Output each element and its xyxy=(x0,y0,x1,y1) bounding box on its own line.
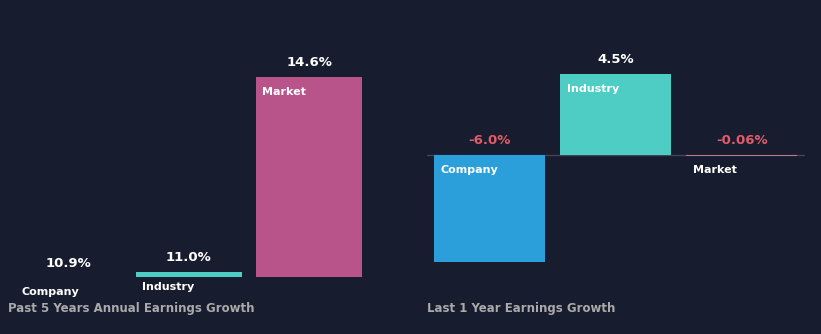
Text: Industry: Industry xyxy=(142,282,194,292)
Text: 10.9%: 10.9% xyxy=(45,257,91,270)
Bar xyxy=(561,74,671,155)
Text: 11.0%: 11.0% xyxy=(166,251,212,264)
Text: Company: Company xyxy=(441,165,498,175)
Text: 4.5%: 4.5% xyxy=(598,53,634,66)
Bar xyxy=(434,155,545,262)
Bar xyxy=(686,155,797,156)
Bar xyxy=(16,277,122,334)
Text: -0.06%: -0.06% xyxy=(716,134,768,147)
Text: Market: Market xyxy=(262,87,306,97)
Text: Past 5 Years Annual Earnings Growth: Past 5 Years Annual Earnings Growth xyxy=(8,302,255,315)
Text: Company: Company xyxy=(21,287,79,297)
Bar xyxy=(256,77,362,334)
Text: Last 1 Year Earnings Growth: Last 1 Year Earnings Growth xyxy=(427,302,615,315)
Text: Industry: Industry xyxy=(566,84,619,94)
Text: 14.6%: 14.6% xyxy=(287,56,333,69)
Text: Market: Market xyxy=(693,165,736,175)
Bar xyxy=(135,272,242,334)
Text: -6.0%: -6.0% xyxy=(469,134,511,147)
